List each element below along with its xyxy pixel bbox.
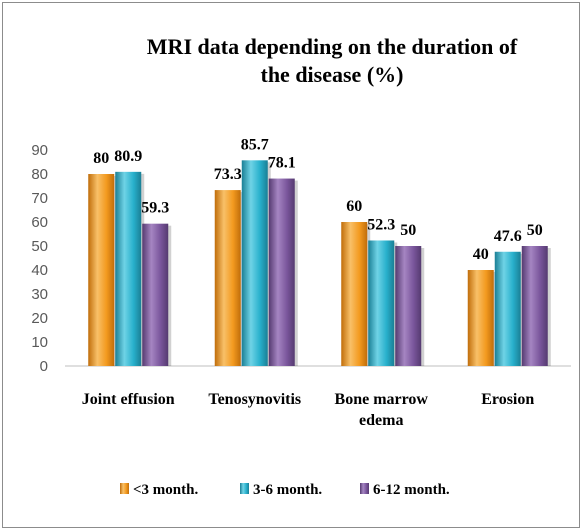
data-label: 60 [346,198,362,215]
bar [521,246,548,366]
bar [268,178,295,366]
y-tick-label: 20 [31,310,48,327]
y-tick-label: 90 [31,142,48,159]
legend-label: 6-12 month. [373,482,450,498]
y-tick-label: 50 [31,238,48,255]
bar [341,222,368,366]
y-tick-label: 10 [31,334,48,351]
data-label: 73.3 [214,166,242,183]
legend: <3 month. 3-6 month. 6-12 month. [120,482,450,498]
data-label: 47.6 [494,228,522,245]
data-label: 52.3 [367,216,395,233]
category-label: Tenosynovitis [208,391,301,408]
bar [368,240,395,366]
bar [115,171,142,366]
x-axis-labels: Joint effusion Tenosynovitis Bone marrow ed… [82,391,535,429]
category-label: Bone marrow [335,391,429,408]
chart-title: MRI data depending on the duration of the… [147,34,518,87]
bar [494,251,521,366]
category-label: Erosion [481,391,534,408]
data-label: 40 [473,246,489,263]
legend-swatch [360,483,369,494]
y-tick-label: 60 [31,214,48,231]
legend-swatch [240,483,249,494]
legend-swatch [120,483,129,494]
category-label: edema [359,412,403,429]
plot-area: 80 80.9 59.3 73.3 85.7 78.1 60 52.3 50 40 47.6 50 [88,136,551,366]
data-label: 80.9 [114,148,142,165]
y-tick-label: 0 [40,358,48,375]
data-label: 85.7 [241,136,269,153]
data-label: 80 [93,150,109,167]
bar [241,160,268,366]
bar [142,223,169,366]
data-label: 59.3 [141,200,169,217]
chart-title-line: the disease (%) [261,62,404,87]
bar-chart: MRI data depending on the duration of the… [31,34,571,498]
legend-label: <3 month. [133,482,198,498]
y-tick-label: 30 [31,286,48,303]
chart-frame: MRI data depending on the duration of the… [2,2,580,528]
category-label: Joint effusion [82,391,175,408]
data-label: 50 [400,222,416,239]
y-tick-label: 40 [31,262,48,279]
bar [214,190,241,366]
legend-label: 3-6 month. [253,482,322,498]
bar [88,174,115,366]
bar [395,246,422,366]
chart-title-line: MRI data depending on the duration of [147,34,518,59]
y-tick-label: 80 [31,166,48,183]
data-label: 78.1 [268,155,296,172]
bar [467,270,494,366]
data-label: 50 [527,222,543,239]
y-tick-label: 70 [31,190,48,207]
